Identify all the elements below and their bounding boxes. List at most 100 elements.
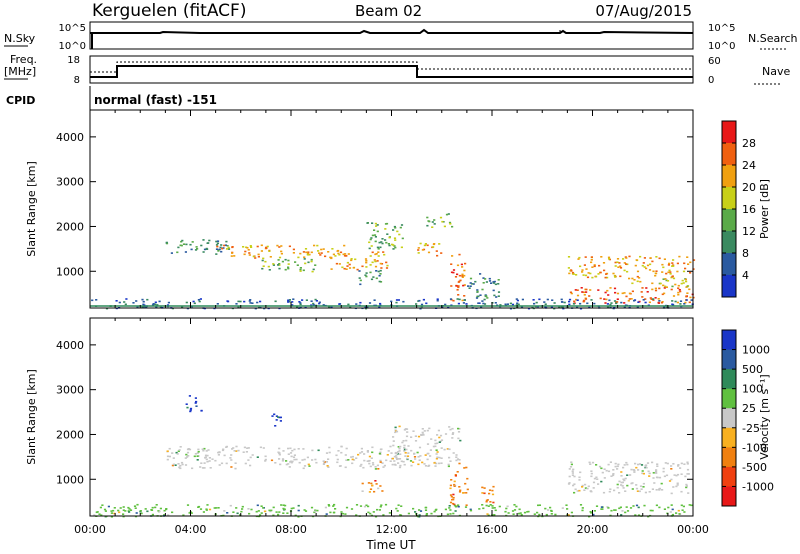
scatter-cell	[360, 447, 363, 450]
scatter-cell	[397, 451, 400, 453]
colorbar-segment	[722, 408, 736, 429]
scatter-cell	[386, 233, 389, 235]
scatter-cell	[364, 274, 367, 276]
scatter-cell	[154, 303, 157, 306]
scatter-cell	[399, 464, 402, 467]
scatter-cell	[287, 266, 290, 269]
scatter-cell	[405, 435, 409, 438]
scatter-cell	[292, 298, 295, 300]
scatter-cell	[370, 457, 373, 459]
scatter-cell	[403, 450, 406, 452]
scatter-cell	[538, 513, 541, 516]
scatter-cell	[284, 504, 287, 507]
scatter-cell	[454, 474, 457, 476]
scatter-cell	[685, 483, 688, 486]
scatter-cell	[307, 463, 310, 466]
scatter-cell	[684, 278, 687, 281]
scatter-cell	[287, 301, 290, 303]
scatter-cell	[479, 294, 482, 296]
scatter-cell	[351, 462, 354, 465]
scatter-cell	[413, 456, 417, 458]
scatter-cell	[459, 489, 462, 492]
scatter-cell	[578, 476, 581, 479]
scatter-cell	[441, 220, 444, 223]
scatter-cell	[401, 237, 404, 240]
scatter-cell	[278, 256, 282, 259]
scatter-cell	[405, 428, 409, 430]
scatter-cell	[520, 306, 524, 309]
velocity-scatter-layer	[93, 395, 693, 518]
scatter-cell	[579, 265, 582, 268]
scatter-cell	[336, 461, 339, 464]
scatter-cell	[165, 508, 168, 511]
scatter-cell	[368, 302, 372, 304]
scatter-cell	[376, 508, 379, 511]
scatter-cell	[366, 306, 369, 309]
scatter-cell	[386, 264, 389, 267]
scatter-cell	[454, 510, 457, 512]
scatter-cell	[451, 437, 454, 439]
scatter-cell	[249, 456, 252, 459]
scatter-cell	[633, 299, 636, 302]
scatter-cell	[337, 252, 340, 255]
scatter-cell	[550, 509, 553, 512]
scatter-cell	[455, 285, 458, 287]
beam-title: Beam 02	[355, 2, 422, 20]
scatter-cell	[113, 507, 116, 509]
scatter-cell	[641, 472, 644, 475]
scatter-cell	[263, 510, 267, 513]
scatter-cell	[581, 291, 584, 293]
scatter-cell	[167, 514, 170, 516]
scatter-cell	[589, 272, 592, 275]
scatter-cell	[189, 410, 192, 413]
scatter-cell	[425, 302, 428, 305]
scatter-cell	[287, 453, 290, 455]
scatter-cell	[273, 413, 276, 416]
scatter-cell	[297, 504, 300, 507]
scatter-cell	[311, 449, 314, 452]
scatter-cell	[215, 240, 218, 243]
scatter-cell	[336, 250, 339, 252]
scatter-cell	[415, 303, 418, 305]
scatter-cell	[155, 306, 158, 308]
scatter-cell	[302, 251, 305, 253]
scatter-cell	[640, 291, 643, 293]
scatter-cell	[638, 463, 642, 465]
scatter-cell	[113, 512, 116, 515]
scatter-cell	[450, 479, 453, 481]
scatter-cell	[646, 264, 650, 267]
power-x-ticks	[89, 110, 694, 308]
scatter-cell	[385, 241, 388, 244]
scatter-cell	[561, 507, 564, 509]
scatter-cell	[686, 292, 689, 294]
scatter-cell	[344, 466, 347, 469]
scatter-cell	[461, 266, 464, 268]
scatter-cell	[196, 459, 199, 461]
scatter-cell	[311, 459, 314, 461]
scatter-cell	[289, 447, 292, 450]
scatter-cell	[274, 300, 277, 303]
scatter-cell	[584, 483, 587, 486]
scatter-cell	[631, 290, 634, 293]
scatter-cell	[207, 242, 210, 244]
scatter-cell	[156, 304, 159, 306]
scatter-cell	[569, 466, 573, 468]
scatter-cell	[675, 512, 678, 514]
scatter-cell	[133, 505, 137, 507]
scatter-cell	[107, 505, 110, 508]
scatter-cell	[231, 252, 234, 254]
scatter-cell	[458, 428, 461, 430]
scatter-cell	[122, 509, 125, 511]
scatter-cell	[421, 428, 424, 430]
scatter-cell	[424, 465, 428, 467]
scatter-cell	[340, 445, 343, 448]
scatter-cell	[277, 259, 280, 261]
scatter-cell	[570, 292, 573, 295]
scatter-cell	[206, 248, 209, 250]
scatter-cell	[660, 482, 663, 485]
scatter-cell	[672, 264, 675, 266]
scatter-cell	[631, 282, 634, 285]
scatter-cell	[188, 512, 191, 514]
scatter-cell	[374, 515, 378, 518]
scatter-cell	[637, 463, 640, 466]
